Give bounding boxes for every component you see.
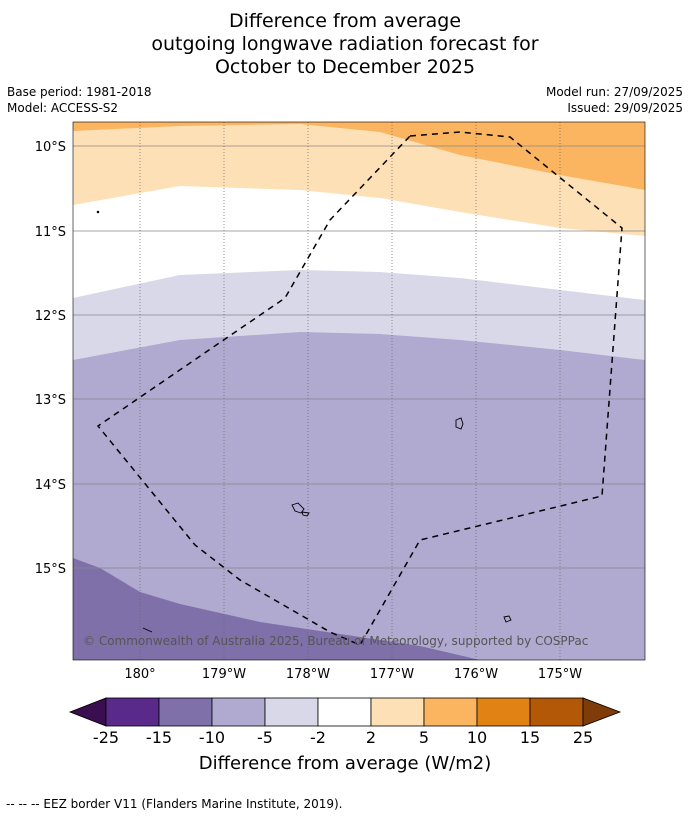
colorbar-tick-3: -10 [198,728,226,747]
copyright-text: © Commonwealth of Australia 2025, Bureau… [83,634,588,648]
lon-label-178w: 178°W [286,667,330,682]
lat-label-12s: 12°S [35,309,66,324]
islands [96,210,512,633]
lat-label-11s: 11°S [35,225,66,240]
island-east [503,615,512,623]
title-line-3: October to December 2025 [214,56,476,78]
title-line-2: outgoing longwave radiation forecast for [151,33,539,55]
island-reef [142,627,153,633]
colorbar [68,697,622,727]
field-band-5-to-10 [73,122,645,190]
colorbar-tick-10: 25 [572,728,594,747]
lon-label-177w: 177°W [370,667,414,682]
base-period: Base period: 1981-2018 [7,85,152,99]
colorbar-swatch-7 [423,697,478,727]
colorbar-tick-9: 15 [519,728,541,747]
lon-label-179w: 179°W [202,667,246,682]
island-alofi [301,511,310,517]
model-name: Model: ACCESS-S2 [7,101,119,115]
longitude-labels: 180° 179°W 178°W 177°W 176°W 175°W [124,667,582,682]
colorbar-swatch-4 [264,697,319,727]
lat-label-15s: 15°S [35,562,66,577]
latitude-gridlines [73,145,645,569]
colorbar-swatch-2 [158,697,213,727]
anomaly-field [73,122,645,660]
colorbar-swatch-6 [370,697,425,727]
island-islet [96,210,100,214]
colorbar-swatch-8 [476,697,531,727]
lat-label-10s: 10°S [35,140,66,155]
colorbar-tick-8: 10 [466,728,488,747]
forecast-map: 10°S 11°S 12°S 13°S 14°S 15°S 180° 179°W… [35,121,646,727]
colorbar-swatch-3 [211,697,266,727]
colorbar-tick-2: -15 [145,728,173,747]
title-line-1: Difference from average [228,10,462,32]
lon-label-176w: 176°W [454,667,498,682]
colorbar-tick-1: -25 [92,728,120,747]
colorbar-label: Difference from average (W/m2) [198,753,492,774]
colorbar-tick-5: -2 [310,728,326,747]
lat-label-13s: 13°S [35,393,66,408]
colorbar-tick-7: 5 [418,728,430,747]
map-frame [72,121,646,661]
island-futuna [291,502,305,514]
issued-date: Issued: 29/09/2025 [567,101,683,115]
eez-legend: -- -- -- EEZ border V11 (Flanders Marine… [6,797,343,811]
colorbar-extend-low [68,697,107,727]
lon-label-180: 180° [124,667,155,682]
lon-label-175w: 175°W [538,667,582,682]
latitude-labels: 10°S 11°S 12°S 13°S 14°S 15°S [35,140,66,577]
model-run: Model run: 27/09/2025 [545,85,683,99]
colorbar-tick-6: 2 [365,728,377,747]
colorbar-extend-high [582,697,622,727]
colorbar-tick-4: -5 [257,728,273,747]
field-band-minus-15-to-minus-10 [73,558,480,660]
colorbar-swatch-1 [105,697,160,727]
colorbar-swatch-9 [529,697,584,727]
colorbar-swatch-5 [317,697,372,727]
island-wallis [455,417,464,430]
lat-label-14s: 14°S [35,478,66,493]
eez-border [96,131,623,646]
